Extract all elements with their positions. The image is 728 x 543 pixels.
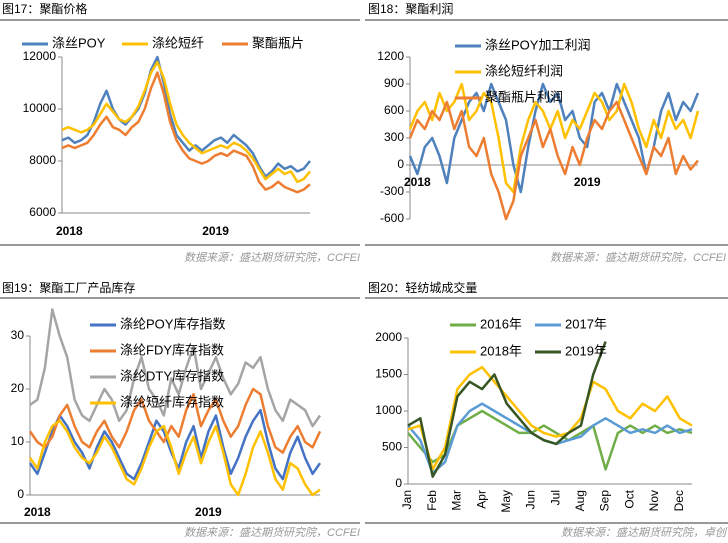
y-tick-label: 600 bbox=[384, 103, 404, 117]
series-line bbox=[407, 365, 693, 471]
series-line bbox=[61, 71, 311, 194]
x-tick-label: Feb bbox=[425, 490, 439, 511]
x-tick-label: 2019 bbox=[574, 175, 601, 189]
x-tick-label: 2019 bbox=[195, 505, 222, 519]
legend-label: 2019年 bbox=[565, 343, 607, 358]
series-line bbox=[61, 55, 311, 178]
x-tick-label: Aug bbox=[573, 490, 587, 511]
y-tick-label: 10 bbox=[11, 434, 25, 448]
legend-label: 2018年 bbox=[480, 343, 522, 358]
legend-label: 涤纶短纤利润 bbox=[485, 63, 563, 78]
y-tick-label: 1200 bbox=[377, 49, 404, 63]
series-line bbox=[407, 341, 607, 478]
legend-label: 涤纶短纤库存指数 bbox=[120, 394, 224, 409]
series-line bbox=[28, 419, 321, 497]
y-tick-label: 20 bbox=[11, 381, 25, 395]
y-tick-label: 30 bbox=[11, 328, 25, 342]
source-note: 数据来源：盛达期货研究院，卓创 bbox=[561, 526, 728, 539]
source-note: 数据来源：盛达期货研究院，CCFEI bbox=[184, 526, 360, 539]
y-tick-label: 300 bbox=[384, 130, 404, 144]
legend-label: 涤丝POY加工利润 bbox=[485, 37, 590, 52]
x-tick-label: Jul bbox=[548, 490, 562, 505]
x-tick-label: Apr bbox=[474, 490, 488, 509]
legend-label: 涤丝POY bbox=[52, 35, 106, 50]
legend-label: 涤纶DTY库存指数 bbox=[120, 368, 224, 383]
chart-title: 图20：轻纺城成交量 bbox=[368, 280, 477, 295]
legend-label: 2016年 bbox=[480, 316, 522, 331]
x-tick-label: Mar bbox=[450, 490, 464, 511]
y-tick-label: -600 bbox=[380, 211, 404, 225]
source-note: 数据来源：盛达期货研究院，CCFEI bbox=[184, 251, 360, 264]
series-line bbox=[408, 82, 700, 194]
x-tick-label: Oct bbox=[622, 489, 636, 508]
y-tick-label: 10000 bbox=[23, 101, 57, 115]
chart-title: 图19：聚酯工厂产品库存 bbox=[2, 280, 135, 295]
chart-title: 图17：聚酯价格 bbox=[2, 1, 87, 16]
x-tick-label: 2018 bbox=[404, 175, 431, 189]
x-tick-label: Dec bbox=[672, 490, 686, 511]
legend-label: 2017年 bbox=[565, 316, 607, 331]
y-tick-label: -300 bbox=[380, 184, 404, 198]
x-tick-label: Jun bbox=[524, 490, 538, 509]
source-note: 数据来源：盛达期货研究院，CCFEI bbox=[550, 251, 726, 264]
x-tick-label: 2018 bbox=[24, 505, 51, 519]
x-tick-label: Nov bbox=[647, 490, 661, 511]
legend-label: 涤纶FDY库存指数 bbox=[120, 342, 224, 357]
y-tick-label: 900 bbox=[384, 76, 404, 90]
series-line bbox=[408, 100, 699, 221]
series-line bbox=[61, 60, 311, 184]
x-tick-label: 2018 bbox=[56, 224, 83, 238]
series-line bbox=[28, 387, 322, 454]
series-line bbox=[29, 308, 322, 428]
y-tick-label: 500 bbox=[382, 440, 402, 454]
chart-title: 图18：聚酯利润 bbox=[368, 2, 453, 16]
y-tick-label: 1000 bbox=[375, 403, 402, 417]
y-tick-label: 1500 bbox=[375, 367, 402, 381]
x-tick-label: Sep bbox=[598, 490, 612, 512]
legend-label: 聚酯瓶片 bbox=[252, 35, 304, 50]
legend-label: 涤纶短纤 bbox=[152, 35, 204, 50]
x-tick-label: 2019 bbox=[202, 224, 229, 238]
y-tick-label: 0 bbox=[17, 487, 24, 501]
y-tick-label: 8000 bbox=[29, 153, 56, 167]
x-tick-label: May bbox=[499, 490, 513, 513]
y-tick-label: 12000 bbox=[23, 49, 57, 63]
legend-label: 涤纶POY库存指数 bbox=[120, 316, 225, 331]
y-tick-label: 2000 bbox=[375, 330, 402, 344]
y-tick-label: 6000 bbox=[29, 205, 56, 219]
y-tick-label: 0 bbox=[397, 157, 404, 171]
legend-label: 聚酯瓶片利润 bbox=[485, 89, 563, 104]
y-tick-label: 0 bbox=[395, 476, 402, 490]
x-tick-label: Jan bbox=[400, 490, 414, 509]
